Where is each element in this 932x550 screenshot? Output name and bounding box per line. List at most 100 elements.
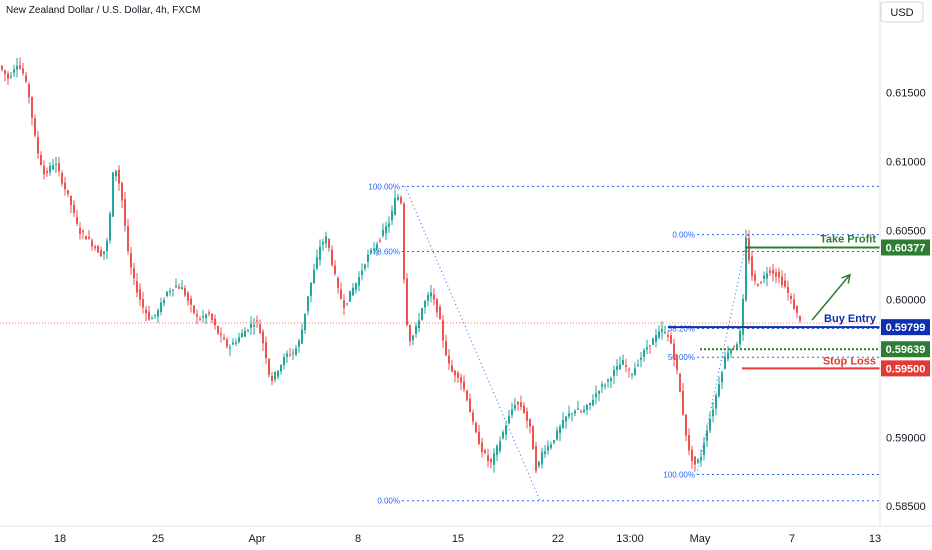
candle-body bbox=[781, 276, 783, 285]
candle-body bbox=[799, 316, 801, 321]
currency-button-label[interactable]: USD bbox=[890, 7, 913, 19]
candle-body bbox=[349, 290, 351, 302]
time-axis[interactable]: 18 25 Apr 8 15 22 13:00 May 7 13 bbox=[54, 533, 881, 545]
candle-body bbox=[427, 294, 429, 301]
candle-body bbox=[214, 318, 216, 326]
candle-body bbox=[514, 404, 516, 409]
candle-body bbox=[433, 294, 435, 300]
candle-body bbox=[328, 238, 330, 249]
candle-body bbox=[778, 271, 780, 278]
candle-body bbox=[37, 136, 39, 154]
fib-level-label: 78.60% bbox=[373, 247, 400, 256]
candle-body bbox=[34, 118, 36, 136]
candle-body bbox=[157, 310, 159, 317]
candle-body bbox=[418, 320, 420, 329]
candle-body bbox=[766, 273, 768, 279]
candle-body bbox=[526, 411, 528, 421]
candle-body bbox=[412, 335, 414, 341]
candle-body bbox=[697, 459, 699, 463]
currency-button[interactable]: USD bbox=[880, 1, 924, 23]
candle-body bbox=[358, 277, 360, 286]
candle-body bbox=[82, 230, 84, 233]
price-tick-label: 0.58500 bbox=[886, 501, 926, 513]
candle-body bbox=[439, 306, 441, 320]
candle-body bbox=[484, 450, 486, 454]
candle-body bbox=[61, 172, 63, 184]
candle-body bbox=[85, 236, 87, 240]
candle-body bbox=[310, 282, 312, 296]
fib-level-label: 38.20% bbox=[668, 325, 695, 334]
candle-body bbox=[1, 65, 3, 70]
candle-body bbox=[28, 83, 30, 98]
candle-body bbox=[307, 296, 309, 312]
candle-body bbox=[508, 415, 510, 424]
target-arrow-head bbox=[841, 273, 852, 284]
candle-body bbox=[451, 365, 453, 372]
candle-body bbox=[736, 344, 738, 349]
candle-body bbox=[619, 364, 621, 370]
candle-body bbox=[430, 292, 432, 297]
time-tick-label: Apr bbox=[248, 533, 265, 545]
candle-body bbox=[718, 384, 720, 396]
price-tick-label: 0.61000 bbox=[886, 157, 926, 169]
candle-body bbox=[712, 409, 714, 417]
candle-body bbox=[22, 68, 24, 74]
candle-body bbox=[361, 270, 363, 276]
candle-body bbox=[343, 300, 345, 308]
candle-body bbox=[421, 308, 423, 320]
candle-body bbox=[616, 365, 618, 370]
candle-body bbox=[790, 296, 792, 299]
candle-body bbox=[406, 278, 408, 325]
candle-body bbox=[238, 337, 240, 342]
candle-body bbox=[373, 248, 375, 251]
candle-body bbox=[511, 409, 513, 416]
candle-body bbox=[67, 190, 69, 194]
candle-body bbox=[625, 365, 627, 368]
candle-body bbox=[523, 405, 525, 413]
candle-body bbox=[244, 330, 246, 337]
candle-body bbox=[313, 269, 315, 284]
candle-body bbox=[487, 455, 489, 462]
chart-title: New Zealand Dollar / U.S. Dollar, 4h, FX… bbox=[6, 5, 201, 16]
fib-trend-line bbox=[696, 234, 749, 475]
candle-body bbox=[190, 298, 192, 305]
candle-body bbox=[637, 364, 639, 366]
candle-body bbox=[136, 281, 138, 293]
candle-body bbox=[400, 197, 402, 204]
candle-body bbox=[319, 247, 321, 260]
candle-body bbox=[730, 349, 732, 354]
candle-body bbox=[364, 264, 366, 269]
candle-body bbox=[295, 348, 297, 355]
fib-level-label: 50.00% bbox=[668, 353, 695, 362]
time-tick-label: 25 bbox=[152, 533, 164, 545]
candle-body bbox=[793, 299, 795, 310]
candle-body bbox=[337, 277, 339, 288]
candle-body bbox=[268, 359, 270, 375]
candle-body bbox=[580, 411, 582, 413]
target-arrow-shaft bbox=[811, 274, 851, 321]
candle-body bbox=[193, 305, 195, 313]
candle-body bbox=[271, 375, 273, 381]
candle-body bbox=[331, 249, 333, 265]
candle-body bbox=[649, 345, 651, 347]
candle-body bbox=[322, 241, 324, 245]
candle-body bbox=[118, 169, 120, 184]
candle-body bbox=[478, 431, 480, 445]
time-tick-label: 22 bbox=[552, 533, 564, 545]
candle-body bbox=[31, 96, 33, 118]
price-badge-label: 0.60377 bbox=[886, 242, 926, 254]
candle-body bbox=[436, 298, 438, 313]
candle-body bbox=[565, 416, 567, 422]
price-axis[interactable]: 0.61500 0.61000 0.60500 0.60000 0.59500 0.590… bbox=[886, 88, 926, 514]
candle-body bbox=[448, 355, 450, 364]
candle-body bbox=[160, 302, 162, 313]
candle-body bbox=[607, 379, 609, 382]
candle-body bbox=[709, 418, 711, 431]
candle-body bbox=[388, 223, 390, 227]
candle-body bbox=[544, 451, 546, 455]
candle-body bbox=[382, 229, 384, 236]
candle-body bbox=[664, 331, 666, 333]
candle-body bbox=[247, 329, 249, 331]
fib-trend-line bbox=[404, 186, 541, 501]
